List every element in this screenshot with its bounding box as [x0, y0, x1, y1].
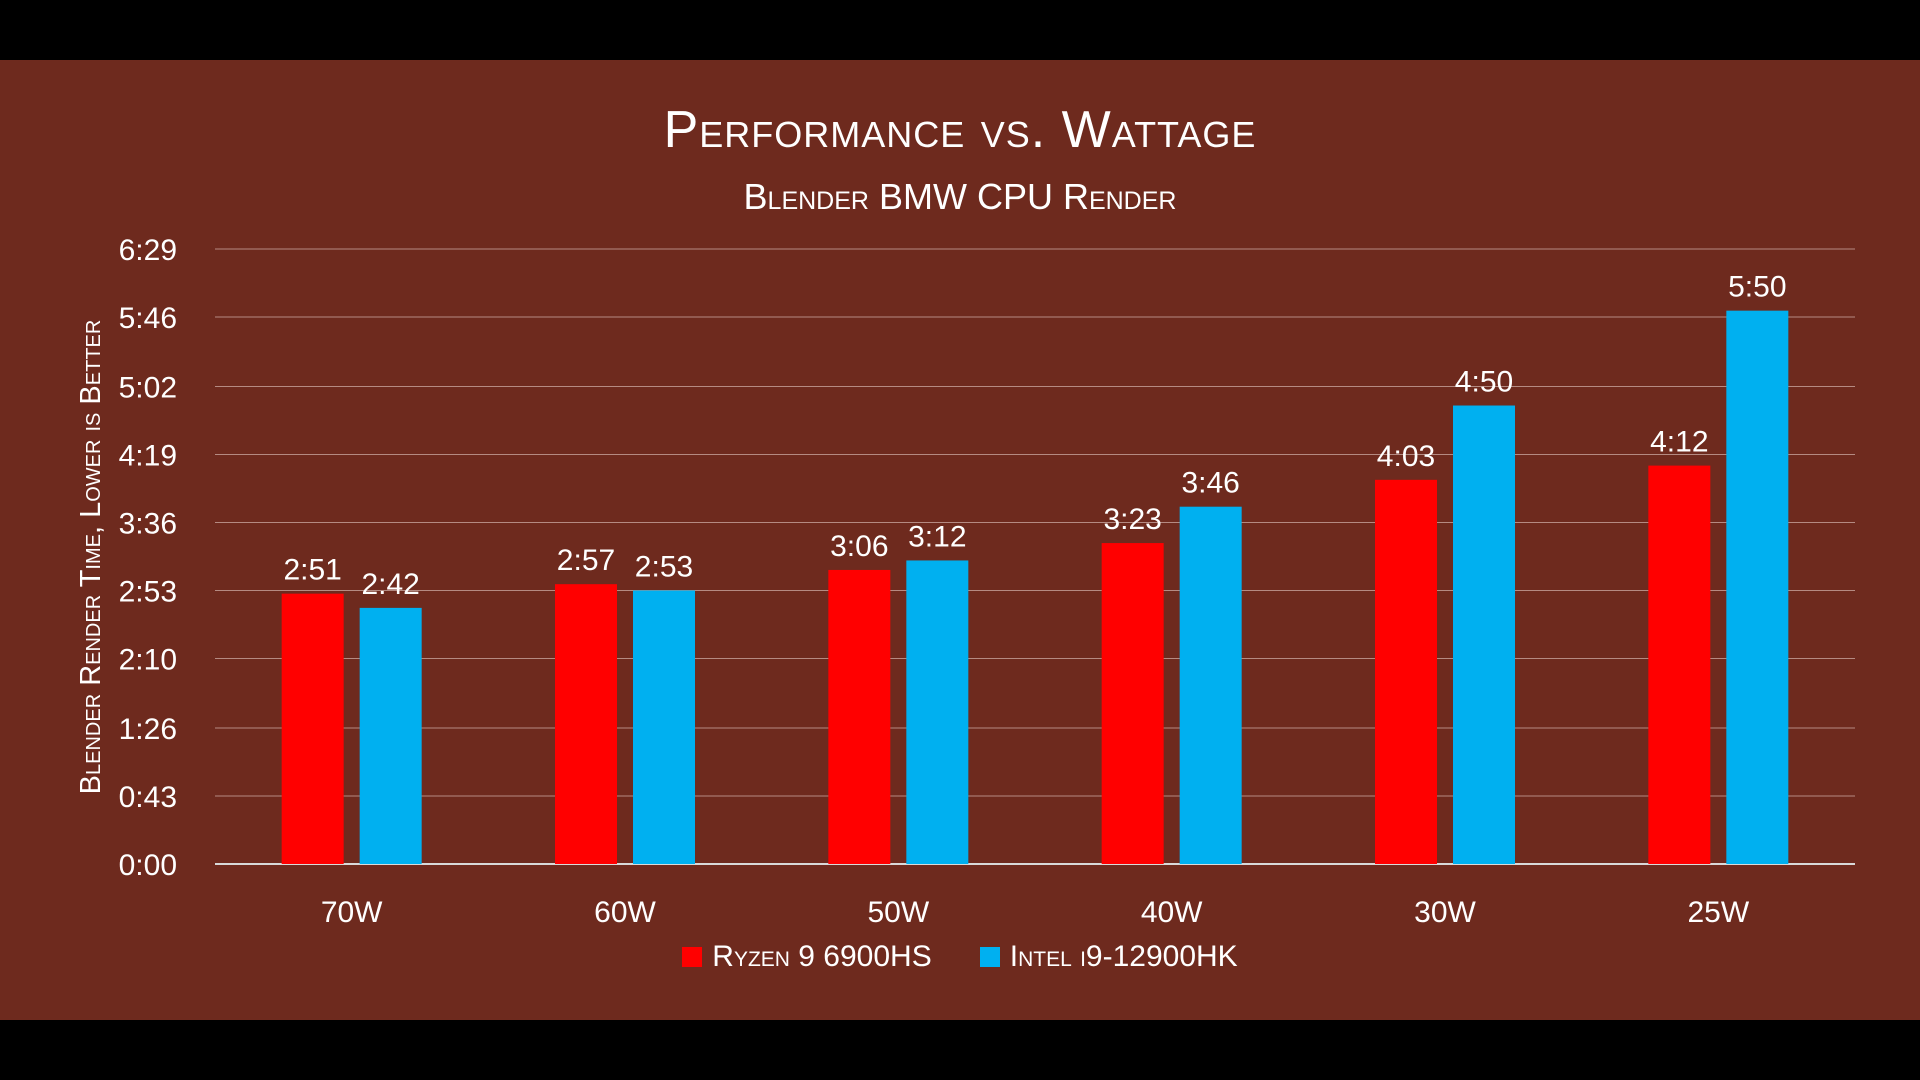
y-tick-label: 0:00: [119, 849, 177, 882]
bar: [1453, 405, 1515, 864]
data-label: 3:23: [1103, 503, 1161, 536]
bar: [828, 569, 891, 864]
bar: [1101, 543, 1164, 864]
y-axis-label: Blender Render Time, Lower is Better: [75, 320, 107, 795]
data-label: 3:06: [830, 530, 888, 563]
data-label: 3:12: [908, 520, 966, 553]
x-tick-label: 60W: [594, 896, 656, 929]
data-label: 5:50: [1728, 271, 1786, 304]
y-tick-label: 5:02: [119, 372, 177, 405]
bar: [906, 560, 969, 864]
y-tick-label: 0:43: [119, 781, 177, 814]
legend-swatch-ryzen: [682, 947, 703, 967]
bar: [1179, 506, 1242, 864]
x-tick-label: 40W: [1141, 896, 1203, 929]
data-label: 2:53: [635, 550, 693, 583]
data-label: 4:12: [1650, 426, 1708, 459]
x-tick-label: 25W: [1687, 896, 1749, 929]
legend-swatch-intel: [979, 947, 1000, 967]
letterbox-top: [0, 0, 1920, 60]
bar: [1375, 479, 1437, 864]
y-tick-label: 5:46: [119, 302, 177, 335]
y-tick-label: 3:36: [119, 508, 177, 541]
chart-slide: Performance vs. Wattage Blender BMW CPU …: [0, 60, 1920, 1020]
x-tick-label: 70W: [321, 896, 383, 929]
letterbox-bottom: [0, 1020, 1920, 1080]
y-tick-label: 2:53: [119, 575, 177, 608]
bar: [281, 593, 344, 864]
data-label: 4:03: [1377, 440, 1435, 473]
legend-item-ryzen: Ryzen 9 6900HS: [682, 940, 932, 974]
y-tick-label: 2:10: [119, 643, 177, 676]
chart-legend: Ryzen 9 6900HS Intel i9-12900HK: [0, 940, 1920, 974]
y-tick-label: 6:29: [119, 234, 177, 267]
data-label: 3:46: [1181, 467, 1239, 500]
y-tick-label: 4:19: [119, 440, 177, 473]
bar: [633, 590, 695, 864]
data-label: 2:57: [557, 544, 615, 577]
legend-label-ryzen: Ryzen 9 6900HS: [712, 940, 932, 973]
chart-subtitle: Blender BMW CPU Render: [743, 176, 1177, 217]
bar: [1726, 310, 1789, 864]
bar: [555, 584, 617, 864]
bar: [1648, 465, 1711, 864]
bar: [359, 607, 422, 864]
legend-item-intel: Intel i9-12900HK: [979, 940, 1238, 974]
data-label: 4:50: [1455, 366, 1513, 399]
x-tick-label: 30W: [1414, 896, 1476, 929]
y-tick-label: 1:26: [119, 713, 177, 746]
x-tick-label: 50W: [867, 896, 929, 929]
data-label: 2:42: [361, 568, 419, 601]
data-label: 2:51: [283, 554, 341, 587]
legend-label-intel: Intel i9-12900HK: [1009, 940, 1238, 973]
chart-title: Performance vs. Wattage: [663, 101, 1257, 159]
bar-chart: 0:00 0:43 1:26 2:10 2:53 3:36 4:19 5:02 5:46 6:29…: [75, 234, 1855, 929]
